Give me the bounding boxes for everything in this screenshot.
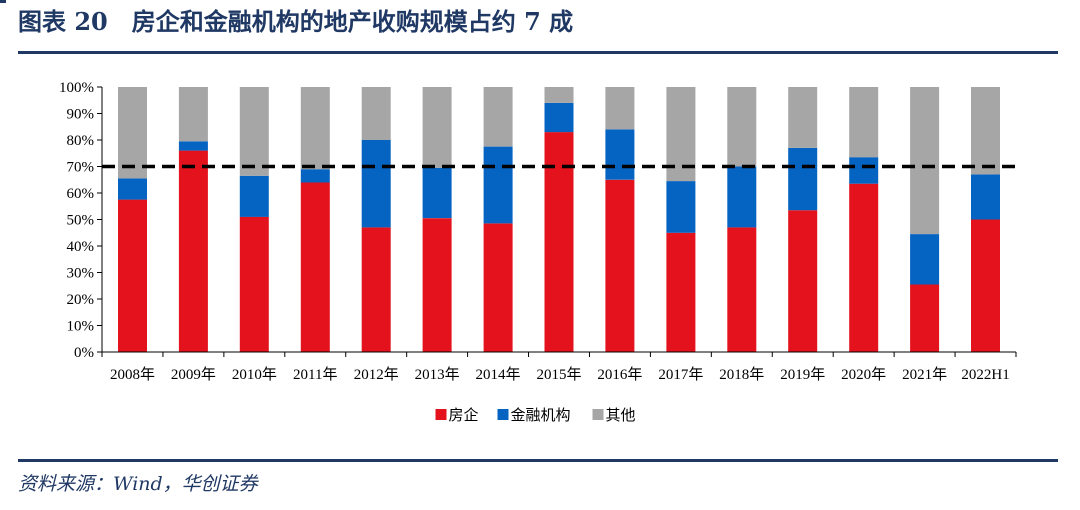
legend-swatch-2: [592, 409, 604, 420]
bar-property-8: [605, 179, 635, 353]
y-tick-label-3: 30%: [67, 266, 95, 282]
bar-financial-0: [118, 178, 147, 200]
corner-mark: [0, 0, 6, 3]
legend-label-2: 其他: [606, 406, 636, 424]
bar-financial-9: [666, 181, 696, 233]
bar-property-7: [544, 132, 574, 352]
x-tick-label-6: 2014年: [476, 366, 521, 383]
bar-financial-4: [361, 140, 391, 228]
bar-property-0: [118, 199, 147, 352]
bar-property-14: [971, 219, 1000, 352]
bar-property-2: [239, 216, 269, 352]
bar-financial-13: [910, 234, 940, 285]
x-tick-label-3: 2011年: [293, 366, 337, 383]
bar-property-10: [727, 227, 757, 352]
bar-financial-1: [178, 141, 208, 151]
bar-other-5: [422, 87, 452, 168]
bar-other-7: [544, 87, 574, 103]
bar-other-11: [788, 87, 818, 148]
bar-other-8: [605, 87, 635, 130]
bar-property-3: [300, 182, 330, 352]
y-tick-label-0: 0%: [74, 345, 94, 361]
y-tick-label-9: 90%: [67, 107, 95, 123]
bar-financial-6: [483, 146, 513, 224]
x-tick-label-5: 2013年: [415, 366, 460, 383]
source-rule: [18, 459, 1058, 462]
bar-property-13: [910, 284, 940, 352]
bar-financial-2: [239, 175, 269, 217]
x-tick-label-12: 2020年: [841, 366, 886, 383]
legend-swatch-1: [497, 409, 509, 420]
bar-other-13: [910, 87, 940, 235]
y-tick-label-6: 60%: [67, 186, 95, 202]
bar-other-4: [361, 87, 391, 140]
bar-property-12: [849, 183, 879, 352]
source-note: 资料来源：Wind，华创证券: [18, 473, 258, 495]
y-tick-label-1: 10%: [67, 319, 95, 335]
bar-other-2: [239, 87, 269, 176]
x-tick-label-7: 2015年: [536, 366, 581, 383]
y-tick-label-10: 100%: [59, 80, 94, 96]
bar-property-4: [361, 227, 391, 352]
bar-other-14: [971, 87, 1000, 175]
legend-swatch-0: [435, 409, 447, 420]
bar-property-9: [666, 232, 696, 353]
y-tick-label-2: 20%: [67, 292, 95, 308]
bar-property-1: [178, 150, 208, 352]
bar-property-5: [422, 218, 452, 352]
x-tick-label-9: 2017年: [658, 366, 703, 383]
bar-property-11: [788, 210, 818, 352]
bar-financial-12: [849, 157, 879, 184]
x-tick-label-2: 2010年: [232, 366, 277, 383]
bar-financial-5: [422, 167, 452, 219]
x-tick-label-1: 2009年: [171, 366, 216, 383]
bar-financial-14: [971, 174, 1000, 220]
bar-financial-11: [788, 147, 818, 211]
bar-other-3: [300, 87, 330, 170]
stacked-bar-chart: 0% 10% 20% 30% 40% 50% 60% 70% 80% 90% 100% 2008年 20…: [59, 80, 1017, 424]
title-rule: [18, 51, 1058, 54]
x-tick-label-14: 2022H1: [961, 367, 1009, 383]
bar-financial-3: [300, 169, 330, 183]
bar-property-6: [483, 223, 513, 352]
bar-financial-8: [605, 129, 635, 180]
x-tick-label-11: 2019年: [780, 366, 825, 383]
bar-other-1: [178, 87, 208, 142]
x-tick-label-4: 2012年: [354, 366, 399, 383]
bar-other-12: [849, 87, 879, 158]
bar-other-6: [483, 87, 513, 147]
legend-label-1: 金融机构: [511, 406, 571, 424]
x-tick-label-8: 2016年: [597, 366, 642, 383]
x-tick-label-13: 2021年: [902, 366, 947, 383]
y-tick-label-5: 50%: [67, 213, 95, 229]
bar-other-0: [118, 87, 147, 179]
legend-label-0: 房企: [449, 406, 479, 424]
figure-title: 图表 20 房企和金融机构的地产收购规模占约 7 成: [18, 7, 574, 36]
x-tick-label-0: 2008年: [110, 366, 155, 383]
bar-financial-10: [727, 166, 757, 228]
bar-other-10: [727, 87, 757, 167]
y-tick-label-8: 80%: [67, 133, 95, 149]
x-tick-label-10: 2018年: [719, 366, 764, 383]
y-tick-label-7: 70%: [67, 160, 95, 176]
y-tick-label-4: 40%: [67, 239, 95, 255]
bar-financial-7: [544, 102, 574, 133]
